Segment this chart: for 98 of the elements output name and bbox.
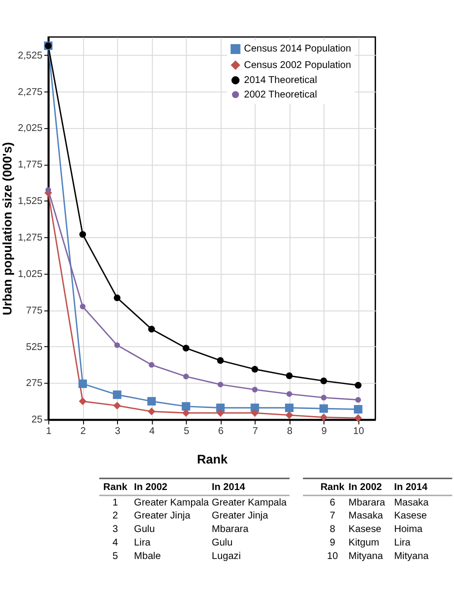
y-tick-label: 775 [26, 305, 43, 316]
point [251, 366, 258, 373]
text: 8 [330, 524, 336, 536]
text: 10 [326, 550, 338, 562]
x-tick-label: 10 [353, 426, 365, 438]
point [218, 382, 224, 388]
point [183, 374, 189, 380]
text: Lira [134, 538, 151, 548]
text: Rank [320, 482, 345, 494]
x-tick-label: 3 [114, 426, 121, 438]
y-tick-label: 1,025 [18, 268, 43, 280]
point [148, 408, 156, 416]
text: Rank [103, 482, 128, 494]
point [355, 397, 361, 403]
x-tick-label: 5 [184, 426, 190, 438]
point [147, 397, 156, 406]
point [252, 386, 258, 392]
text: Gulu [212, 538, 233, 548]
text: Gulu [134, 524, 155, 536]
point [320, 394, 327, 400]
text: 7 [330, 510, 336, 522]
text: 4 [112, 538, 119, 548]
legend-label: Census 2002 Population [244, 60, 352, 71]
point [80, 304, 86, 310]
point [354, 382, 362, 389]
y-tick-label: 275 [26, 378, 43, 390]
text: Greater Kampala [212, 497, 288, 508]
text: Mbale [134, 550, 162, 562]
x-tick-label: 7 [252, 426, 258, 438]
point [354, 405, 362, 414]
text: Mityana [394, 550, 430, 562]
point [114, 294, 120, 302]
text: 9 [330, 538, 336, 548]
point [113, 402, 121, 410]
point [112, 390, 122, 399]
text: Greater Kampala [134, 497, 210, 508]
y-tick-label: 2,025 [18, 123, 43, 134]
point [251, 409, 259, 417]
y-tick-label: 25 [32, 414, 43, 426]
text: Mityana [348, 550, 384, 562]
x-tick-label: 4 [149, 426, 156, 438]
y-tick-label: 1,775 [18, 160, 43, 171]
x-tick-label: 1 [46, 426, 52, 438]
text: 3 [112, 524, 119, 536]
text: Hoima [394, 524, 424, 536]
x-tick-label: 2 [80, 426, 86, 438]
text: Lira [394, 538, 412, 548]
text: Masaka [394, 497, 430, 508]
text: Mbarara [348, 497, 386, 508]
text: Masaka [348, 510, 384, 522]
point [217, 357, 224, 364]
x-axis-title: Rank [196, 452, 228, 467]
point [216, 409, 224, 417]
y-tick-label: 1,525 [18, 196, 43, 208]
point [354, 414, 362, 422]
point [114, 342, 120, 348]
point [319, 404, 328, 413]
text: Greater Jinja [134, 510, 191, 522]
y-tick-label: 1,275 [18, 232, 43, 244]
text: In 2014 [212, 482, 246, 494]
text: Kitgum [348, 538, 380, 548]
point [148, 326, 155, 333]
point [320, 378, 328, 384]
y-axis-title: Urban population size (000's) [0, 142, 15, 316]
x-tick-label: 8 [286, 426, 293, 438]
point [285, 411, 294, 419]
y-tick-label: 525 [26, 342, 43, 353]
text: Lugazi [212, 550, 241, 562]
point [182, 344, 190, 352]
y-tick-label: 2,525 [18, 50, 43, 62]
legend-label: 2014 Theoretical [244, 75, 318, 86]
point [320, 413, 328, 422]
point [78, 397, 87, 406]
text: 6 [330, 497, 336, 508]
point [45, 187, 52, 193]
text: Kasese [348, 524, 382, 536]
x-tick-label: 6 [218, 426, 224, 438]
text: 1 [112, 497, 118, 508]
point [148, 362, 154, 368]
text: 5 [112, 550, 119, 562]
text: In 2014 [394, 482, 428, 494]
text: Kasese [394, 510, 428, 522]
point [182, 409, 190, 417]
point [286, 391, 292, 397]
y-tick-label: 2,275 [18, 86, 43, 98]
point [285, 404, 294, 412]
point [78, 380, 87, 388]
text: 2 [112, 510, 118, 522]
point [79, 231, 86, 238]
legend-label: 2002 Theoretical [244, 89, 318, 100]
legend-label: Census 2014 Population [244, 44, 352, 55]
x-tick-label: 9 [321, 426, 327, 438]
point [286, 372, 293, 380]
text: In 2002 [134, 482, 168, 494]
point [182, 402, 190, 411]
text: Mbarara [212, 524, 249, 536]
text: In 2002 [348, 482, 382, 494]
text: Greater Jinja [212, 510, 269, 522]
